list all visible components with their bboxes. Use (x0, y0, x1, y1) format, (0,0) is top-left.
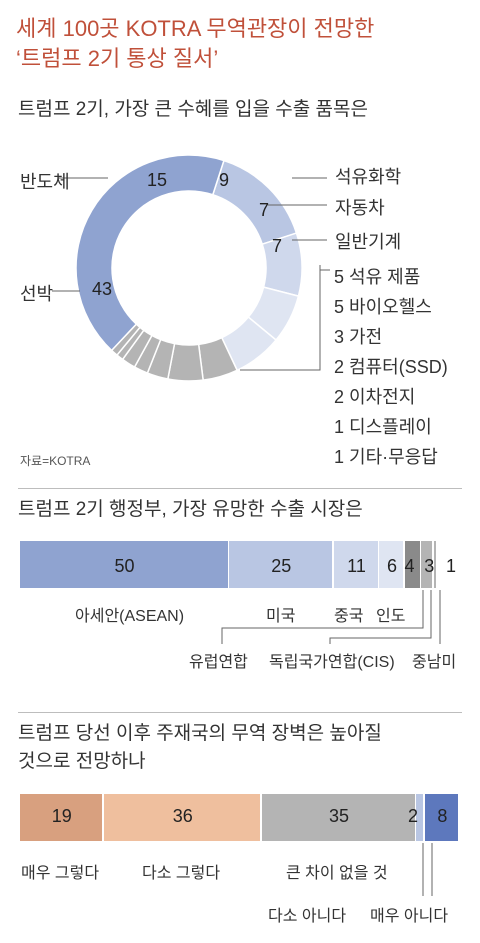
small-item: 1 디스플레이 (334, 417, 432, 437)
label-strongly-no: 매우 아니다 (370, 908, 449, 925)
label-eu: 유럽연합 (189, 654, 248, 671)
bar-value: 50 (114, 556, 135, 576)
label-usa: 미국 (266, 608, 296, 625)
value-auto: 7 (259, 200, 270, 220)
donut-slice (261, 232, 303, 298)
chart1-title: 트럼프 2기, 가장 큰 수혜를 입을 수출 품목은 (18, 99, 368, 120)
label-somewhat-yes: 다소 그렇다 (142, 865, 221, 882)
label-china: 중국 (334, 608, 364, 625)
chart3-title: 트럼프 당선 이후 주재국의 무역 장벽은 높아질 것으로 전망하나 (18, 720, 382, 776)
market-segment (404, 541, 420, 588)
source-note: 자료=KOTRA (20, 454, 91, 468)
chart2-title: 트럼프 2기 행정부, 가장 유망한 수출 시장은 (18, 499, 363, 520)
label-latam: 중남미 (412, 654, 457, 671)
value-petrochem: 9 (219, 170, 230, 190)
leader-line (221, 590, 424, 644)
small-item: 2 컴퓨터(SSD) (334, 357, 448, 377)
small-item: 5 바이오헬스 (334, 297, 432, 317)
chart3-title-line-2: 것으로 전망하나 (18, 751, 146, 772)
label-auto: 자동차 (335, 198, 385, 218)
barrier-segment (416, 794, 424, 841)
label-somewhat-no: 다소 아니다 (268, 908, 347, 925)
market-segment (333, 541, 378, 588)
bar-value: 6 (387, 556, 398, 576)
leader-line (329, 590, 432, 644)
barrier-segment (103, 794, 261, 841)
bar-value: 4 (404, 556, 415, 576)
value-ship: 43 (92, 279, 113, 299)
label-ship: 선박 (20, 284, 54, 304)
barrier-segment (262, 794, 415, 841)
barrier-segment (20, 794, 103, 841)
market-segment (421, 541, 433, 588)
bar-value: 35 (328, 806, 350, 826)
chart3-title-line-1: 트럼프 당선 이후 주재국의 무역 장벽은 높아질 (18, 723, 382, 744)
title-line-1: 세계 100곳 KOTRA 무역관장이 전망한 (16, 16, 375, 41)
label-no-change: 큰 차이 없을 것 (286, 865, 388, 882)
bar-value: 8 (437, 806, 448, 826)
divider (18, 712, 462, 713)
market-segment (229, 541, 332, 588)
label-petrochem: 석유화학 (335, 167, 402, 187)
bar-value: 11 (347, 556, 366, 576)
bar-value: 25 (271, 556, 292, 576)
label-strongly-yes: 매우 그렇다 (21, 865, 100, 882)
bar-value: 3 (424, 556, 435, 576)
label-india: 인도 (376, 608, 406, 625)
title-line-2: ‘트럼프 2기 통상 질서’ (16, 46, 219, 71)
small-item: 2 이차전지 (334, 387, 416, 407)
bar-value: 1 (445, 556, 456, 576)
label-asean: 아세안(ASEAN) (75, 608, 185, 625)
small-item: 5 석유 제품 (334, 267, 421, 287)
market-segment (433, 541, 437, 588)
bar-value: 2 (407, 806, 418, 826)
bar-value: 19 (51, 806, 72, 826)
label-machinery: 일반기계 (335, 232, 402, 252)
label-cis: 독립국가연합(CIS) (269, 654, 395, 671)
bar-value: 36 (172, 806, 193, 826)
barrier-segment (424, 794, 459, 841)
divider (18, 488, 462, 489)
small-item: 1 기타·무응답 (334, 447, 438, 467)
market-segment (379, 541, 404, 588)
donut-slice (75, 154, 225, 352)
leader-line (240, 265, 321, 371)
value-semiconductor: 15 (147, 170, 168, 190)
small-item: 3 가전 (334, 327, 383, 347)
label-semiconductor: 반도체 (20, 172, 70, 192)
value-machinery: 7 (272, 236, 283, 256)
infographic-title: 세계 100곳 KOTRA 무역관장이 전망한 ‘트럼프 2기 통상 질서’ (16, 14, 466, 74)
market-segment (20, 541, 228, 588)
